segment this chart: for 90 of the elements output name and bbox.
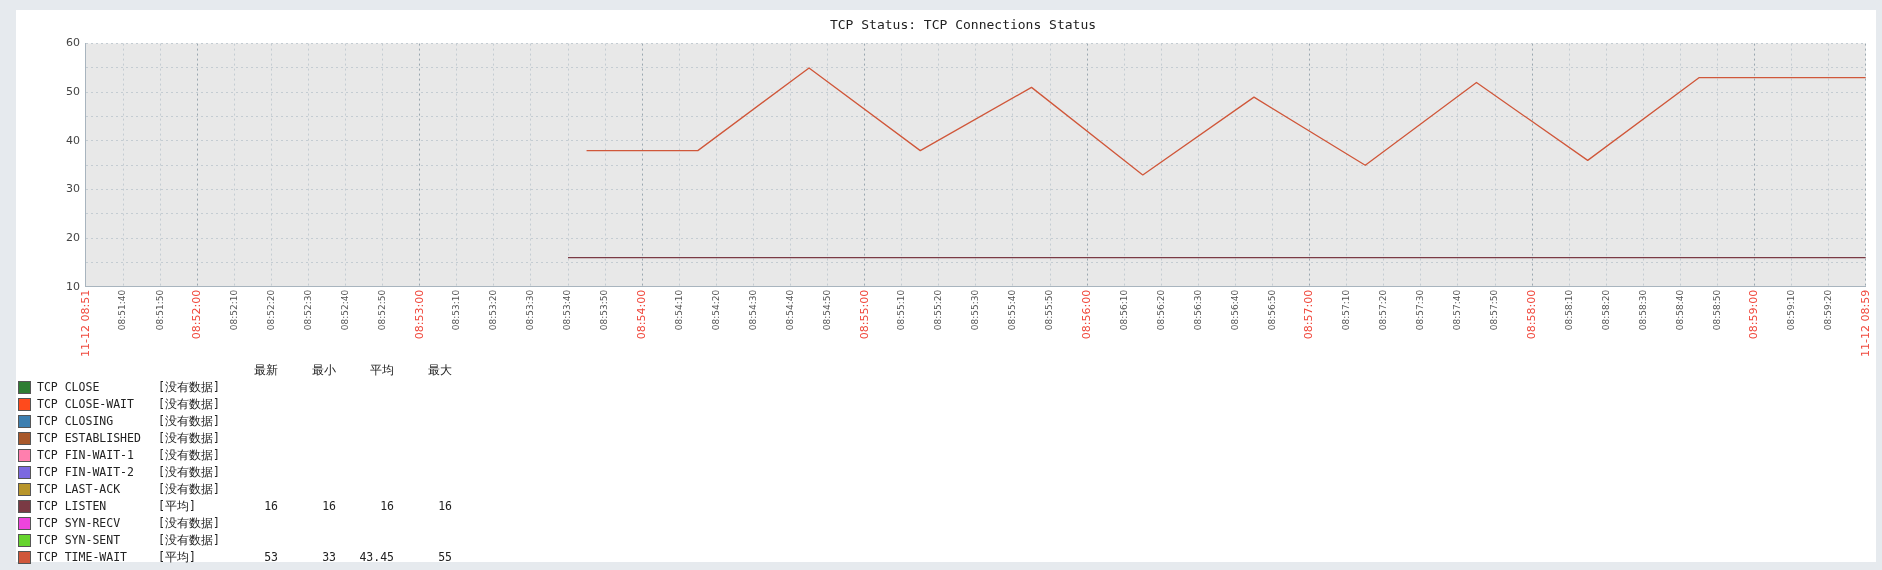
legend-label: TCP CLOSE xyxy=(37,380,100,394)
text: 53 xyxy=(263,549,279,566)
text: 最小 xyxy=(311,362,337,379)
x-tick-label: 08:52:50 xyxy=(376,289,387,331)
text: [没有数据] xyxy=(158,413,221,430)
legend-label: TCP FIN-WAIT-2 xyxy=(37,465,134,479)
x-tick-label: 08:54:20 xyxy=(710,289,721,331)
x-tick-label: 08:53:00 xyxy=(412,289,426,340)
legend-label: TCP LISTEN xyxy=(37,499,107,513)
text: [没有数据] xyxy=(158,532,221,549)
x-tick-label: 08:54:00 xyxy=(635,289,649,340)
x-tick-label: 08:57:30 xyxy=(1415,289,1426,331)
text: 16 xyxy=(321,498,337,515)
y-tick-label: 40 xyxy=(66,133,80,147)
text: 16 xyxy=(379,498,395,515)
text: [平均] xyxy=(158,549,197,566)
x-tick-label: 08:57:10 xyxy=(1341,289,1352,331)
x-tick-label: 08:58:50 xyxy=(1711,289,1722,331)
text: [没有数据] xyxy=(158,447,221,464)
legend-label: TCP LAST-ACK xyxy=(37,482,121,496)
text: [没有数据] xyxy=(158,481,221,498)
x-tick-label: 08:55:20 xyxy=(933,289,944,331)
x-tick-label: 08:55:40 xyxy=(1007,289,1018,331)
x-tick-label: 08:52:30 xyxy=(302,289,313,331)
x-tick-label: 08:58:20 xyxy=(1600,289,1611,331)
legend-label: TCP TIME-WAIT xyxy=(37,550,128,564)
x-tick-label: 08:55:50 xyxy=(1044,289,1055,331)
text: 16 xyxy=(263,498,279,515)
legend-label: TCP SYN-SENT xyxy=(37,533,121,547)
y-tick-label: 30 xyxy=(66,182,80,196)
x-tick-label: 08:54:40 xyxy=(784,289,795,331)
text: [没有数据] xyxy=(158,379,221,396)
x-tick-label: 08:53:20 xyxy=(488,289,499,331)
text: [没有数据] xyxy=(158,464,221,481)
x-tick-label: 08:57:20 xyxy=(1378,289,1389,331)
y-tick-label: 20 xyxy=(66,231,80,245)
x-tick-label: 08:57:40 xyxy=(1452,289,1463,331)
x-tick-label: 08:53:50 xyxy=(599,289,610,331)
y-tick-label: 60 xyxy=(66,36,80,50)
text: 33 xyxy=(321,549,337,566)
x-tick-label: 08:55:30 xyxy=(970,289,981,331)
x-tick-label: 08:56:50 xyxy=(1266,289,1277,331)
x-tick-label: 08:55:10 xyxy=(896,289,907,331)
x-tick-label: 08:58:30 xyxy=(1637,289,1648,331)
x-tick-label: 08:57:00 xyxy=(1302,289,1316,340)
text: [没有数据] xyxy=(158,515,221,532)
x-tick-label: 08:57:50 xyxy=(1489,289,1500,331)
text: [平均] xyxy=(158,498,197,515)
x-tick-label: 11-12 08:51 xyxy=(78,289,92,358)
legend-label: TCP ESTABLISHED xyxy=(37,431,141,445)
y-tick-label: 50 xyxy=(66,85,80,99)
x-tick-label: 08:58:10 xyxy=(1563,289,1574,331)
x-tick-label: 08:56:10 xyxy=(1118,289,1129,331)
x-tick-label: 08:59:20 xyxy=(1823,289,1834,331)
x-tick-label: 08:56:20 xyxy=(1155,289,1166,331)
x-tick-label: 08:56:40 xyxy=(1229,289,1240,331)
x-tick-label: 08:52:00 xyxy=(190,289,204,340)
x-tick-label: 08:52:20 xyxy=(265,289,276,331)
text: 平均 xyxy=(369,362,395,379)
x-tick-label: 08:58:00 xyxy=(1524,289,1538,340)
x-tick-label: 11-12 08:59 xyxy=(1858,289,1872,358)
x-tick-label: 08:54:50 xyxy=(821,289,832,331)
x-tick-label: 08:51:50 xyxy=(154,289,165,331)
x-tick-label: 08:56:30 xyxy=(1192,289,1203,331)
x-tick-label: 08:53:10 xyxy=(451,289,462,331)
x-tick-label: 08:56:00 xyxy=(1079,289,1093,340)
chart-title: TCP Status: TCP Connections Status xyxy=(829,17,1097,33)
x-tick-label: 08:59:10 xyxy=(1785,289,1796,331)
x-tick-label: 08:59:00 xyxy=(1747,289,1761,340)
x-tick-label: 08:53:30 xyxy=(525,289,536,331)
x-tick-label: 08:54:30 xyxy=(747,289,758,331)
text: [没有数据] xyxy=(158,396,221,413)
text: 43.45 xyxy=(358,549,395,566)
x-tick-label: 08:52:40 xyxy=(339,289,350,331)
text: 最新 xyxy=(253,362,279,379)
x-tick-label: 08:55:00 xyxy=(857,289,871,340)
text: 16 xyxy=(437,498,453,515)
x-tick-label: 08:53:40 xyxy=(562,289,573,331)
text: [没有数据] xyxy=(158,430,221,447)
x-tick-label: 08:54:10 xyxy=(673,289,684,331)
text: 最大 xyxy=(427,362,453,379)
legend-label: TCP CLOSE-WAIT xyxy=(37,397,134,411)
x-tick-label: 08:51:40 xyxy=(117,289,128,331)
legend-label: TCP SYN-RECV xyxy=(37,516,121,530)
legend-label: TCP FIN-WAIT-1 xyxy=(37,448,134,462)
x-tick-label: 08:52:10 xyxy=(228,289,239,331)
text: 55 xyxy=(437,549,453,566)
x-tick-label: 08:58:40 xyxy=(1674,289,1685,331)
y-tick-label: 10 xyxy=(66,279,80,293)
legend-label: TCP CLOSING xyxy=(37,414,114,428)
